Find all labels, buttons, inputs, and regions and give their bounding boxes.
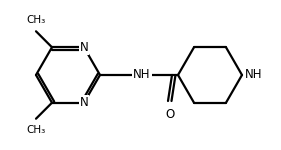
Text: NH: NH [245, 69, 262, 81]
Text: CH₃: CH₃ [26, 15, 46, 25]
Text: N: N [80, 96, 89, 109]
Text: N: N [80, 41, 89, 54]
Text: NH: NH [133, 69, 151, 81]
Text: O: O [165, 108, 175, 121]
Text: CH₃: CH₃ [26, 125, 46, 135]
